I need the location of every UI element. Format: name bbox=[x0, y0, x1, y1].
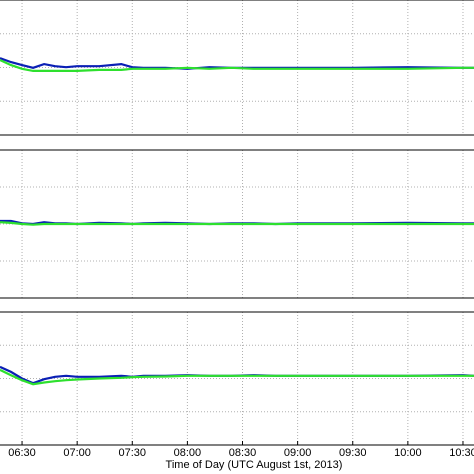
x-tick-label: 06:30 bbox=[8, 447, 36, 459]
x-tick-label: 08:30 bbox=[229, 447, 257, 459]
x-tick-label: 10:00 bbox=[394, 447, 422, 459]
x-tick-label: 07:30 bbox=[119, 447, 147, 459]
x-tick-label: 09:00 bbox=[284, 447, 312, 459]
series-line bbox=[0, 368, 474, 386]
x-tick-label: 10:30 bbox=[449, 447, 474, 459]
plot-frame bbox=[0, 0, 474, 136]
x-tick-label: 07:00 bbox=[63, 447, 91, 459]
series-line bbox=[0, 221, 474, 226]
x-tick-label: 09:30 bbox=[339, 447, 367, 459]
series-line bbox=[0, 59, 474, 72]
plot-frame bbox=[0, 149, 474, 299]
plot-frame bbox=[0, 311, 474, 446]
x-axis-label: Time of Day (UTC August 1st, 2013) bbox=[166, 459, 343, 471]
x-tick-label: 08:00 bbox=[174, 447, 202, 459]
